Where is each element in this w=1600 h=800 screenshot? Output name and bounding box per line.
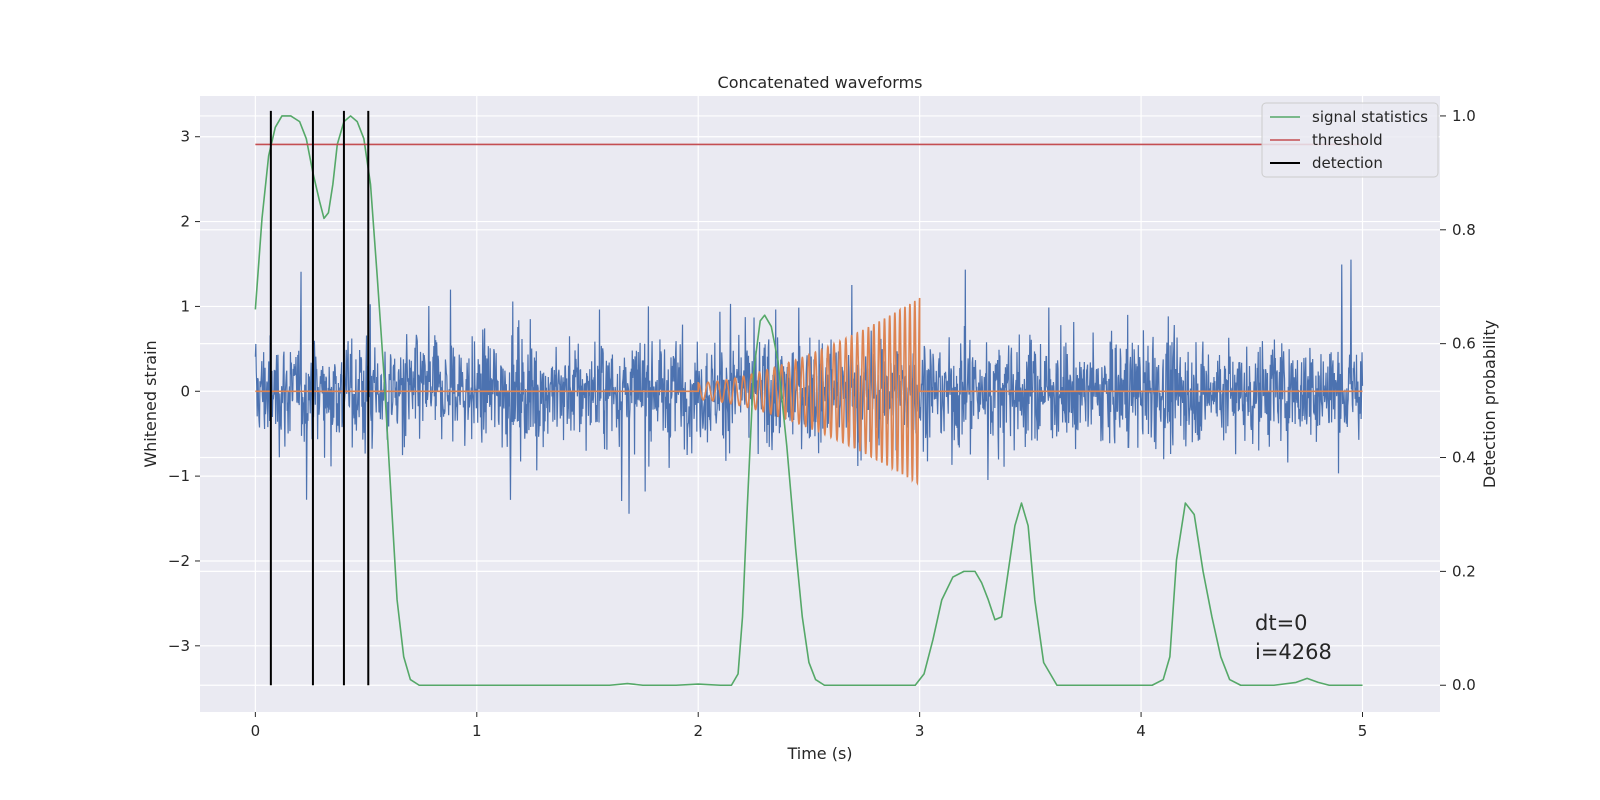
chirp-line [255,297,1363,486]
y2-tick-label: 0.0 [1452,676,1476,694]
y2-axis-label: Detection probability [1480,320,1499,488]
y2-tick-label: 1.0 [1452,107,1476,125]
grid [200,96,1440,712]
x-tick-label: 2 [693,722,703,740]
x-tick-label: 5 [1358,722,1368,740]
y-tick-label: 3 [180,128,190,146]
ticks: 0 1 2 3 4 5 −3 −2 −1 0 1 2 3 0.0 0.2 0.4 0.6 0.8 1.0 [168,107,1476,740]
noise-series [254,259,1364,514]
y-tick-label: −3 [168,637,190,655]
legend-label-threshold: threshold [1312,131,1383,149]
y-tick-label: 1 [180,297,190,315]
x-tick-label: 0 [251,722,261,740]
y-tick-label: 2 [180,213,190,231]
chirp-series [255,297,1363,486]
y-tick-label: −2 [168,552,190,570]
annotation-i: i=4268 [1255,640,1332,664]
noise-line [254,259,1364,514]
probability-series [254,110,1363,687]
y2-tick-label: 0.8 [1452,221,1476,239]
legend-label-signal: signal statistics [1312,108,1428,126]
legend-label-detection: detection [1312,154,1383,172]
y2-tick-label: 0.4 [1452,449,1476,467]
x-tick-label: 1 [472,722,482,740]
chart-title: Concatenated waveforms [718,73,923,92]
x-tick-label: 3 [915,722,925,740]
signal-statistics-line [254,115,1363,687]
legend: signal statistics threshold detection [1261,102,1439,178]
annotation-dt: dt=0 [1255,611,1308,635]
x-axis-label: Time (s) [786,744,852,763]
annotations: dt=0 i=4268 [1255,611,1332,664]
x-tick-label: 4 [1136,722,1146,740]
y2-tick-label: 0.6 [1452,335,1476,353]
y-tick-label: −1 [168,467,190,485]
y2-tick-label: 0.2 [1452,562,1476,580]
y-axis-label: Whitened strain [141,340,160,467]
legend-box [1261,102,1439,178]
y-tick-label: 0 [180,382,190,400]
